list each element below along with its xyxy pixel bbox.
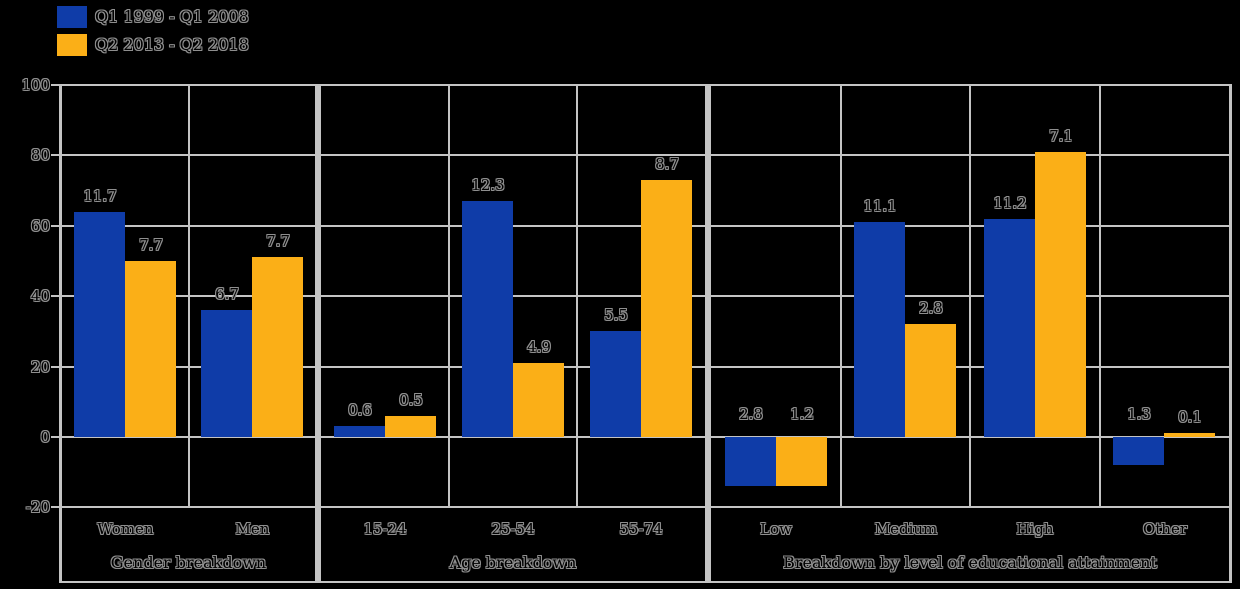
y-tick-40 [51,295,60,297]
bar-q2-2013-q2-2018-low [776,437,827,486]
category-label-other: Other [1142,520,1188,538]
bar-q2-2013-q2-2018-men [252,257,303,437]
category-label-men: Men [235,520,270,538]
data-label-q2-2013-q2-2018-women: 7.7 [139,236,163,254]
panel-separator [315,84,321,583]
data-label-q2-2013-q2-2018-25-54: 4.9 [527,338,551,356]
bar-q2-2013-q2-2018-other [1164,433,1215,437]
plot-bottom-border [59,581,1232,583]
y-tick-80 [51,154,60,156]
panel-separator [705,84,711,583]
gridline-80 [59,154,1232,156]
y-tick-0 [51,436,60,438]
bar-q2-2013-q2-2018-high [1035,152,1086,437]
y-tick--20 [51,506,60,508]
category-label-medium: Medium [874,520,938,538]
plot-right-border [1229,84,1232,583]
y-axis-label-20: 20 [30,358,50,376]
y-axis-label-40: 40 [30,287,50,305]
data-label-q1-1999-q1-2008-55-74: 5.5 [604,306,628,324]
gridline-100 [59,84,1232,86]
bar-q2-2013-q2-2018-25-54 [513,363,564,437]
bar-q2-2013-q2-2018-medium [905,324,956,437]
y-axis-label-80: 80 [30,146,50,164]
gridline--20 [59,506,1232,508]
bar-q1-1999-q1-2008-other [1113,437,1164,465]
data-label-q1-1999-q1-2008-men: 6.7 [215,285,239,303]
slot-divider [576,84,578,507]
bar-q1-1999-q1-2008-25-54 [462,201,513,437]
bar-q1-1999-q1-2008-men [201,310,252,437]
y-tick-60 [51,225,60,227]
bar-q2-2013-q2-2018-55-74 [641,180,692,437]
panel-title-breakdown-by-level-of-educational-attainment: Breakdown by level of educational attain… [783,553,1157,572]
series1-swatch-icon [57,6,87,28]
slot-divider [840,84,842,507]
bar-q1-1999-q1-2008-low [725,437,776,486]
bar-q2-2013-q2-2018-15-24 [385,416,436,437]
panel-title-gender-breakdown: Gender breakdown [110,553,267,572]
data-label-q2-2013-q2-2018-55-74: 8.7 [655,155,679,173]
category-label-25-54: 25-54 [491,520,535,538]
data-label-q2-2013-q2-2018-15-24: 0.5 [399,391,423,409]
data-label-q1-1999-q1-2008-25-54: 12.3 [471,176,505,194]
data-label-q1-1999-q1-2008-women: 11.7 [83,187,117,205]
y-axis-label-60: 60 [30,217,50,235]
category-label-55-74: 55-74 [619,520,663,538]
category-label-high: High [1016,520,1054,538]
data-label-q2-2013-q2-2018-men: 7.7 [266,232,290,250]
panel-title-age-breakdown: Age breakdown [449,553,577,572]
y-axis-label-0: 0 [40,428,50,446]
category-label-women: Women [97,520,154,538]
bar-q1-1999-q1-2008-55-74 [590,331,641,437]
data-label-q1-1999-q1-2008-high: 11.2 [993,194,1027,212]
bar-q1-1999-q1-2008-15-24 [334,426,385,437]
y-axis-label--20: -20 [25,498,50,516]
y-axis-label-100: 100 [21,76,50,94]
slot-divider [188,84,190,507]
slot-divider [969,84,971,507]
gridline-0 [59,436,1232,438]
series2-swatch-icon [57,34,87,56]
legend-label-2: Q2 2013 - Q2 2018 [95,35,249,54]
bar-q1-1999-q1-2008-medium [854,222,905,437]
bar-q1-1999-q1-2008-women [74,212,125,437]
legend-label-1: Q1 1999 - Q1 2008 [95,7,249,26]
data-label-q2-2013-q2-2018-low: 1.2 [790,405,814,423]
bar-q1-1999-q1-2008-high [984,219,1035,437]
category-label-15-24: 15-24 [363,520,407,538]
data-label-q1-1999-q1-2008-medium: 11.1 [863,197,897,215]
data-label-q1-1999-q1-2008-other: 1.3 [1127,405,1151,423]
data-label-q2-2013-q2-2018-medium: 2.8 [919,299,943,317]
data-label-q1-1999-q1-2008-low: 2.8 [739,405,763,423]
data-label-q2-2013-q2-2018-high: 7.1 [1049,127,1073,145]
data-label-q2-2013-q2-2018-other: 0.1 [1178,408,1202,426]
plot-left-border [59,84,62,583]
y-tick-20 [51,366,60,368]
category-label-low: Low [760,520,792,538]
slot-divider [1099,84,1101,507]
bar-q2-2013-q2-2018-women [125,261,176,437]
slot-divider [448,84,450,507]
y-tick-100 [51,84,60,86]
data-label-q1-1999-q1-2008-15-24: 0.6 [348,401,372,419]
